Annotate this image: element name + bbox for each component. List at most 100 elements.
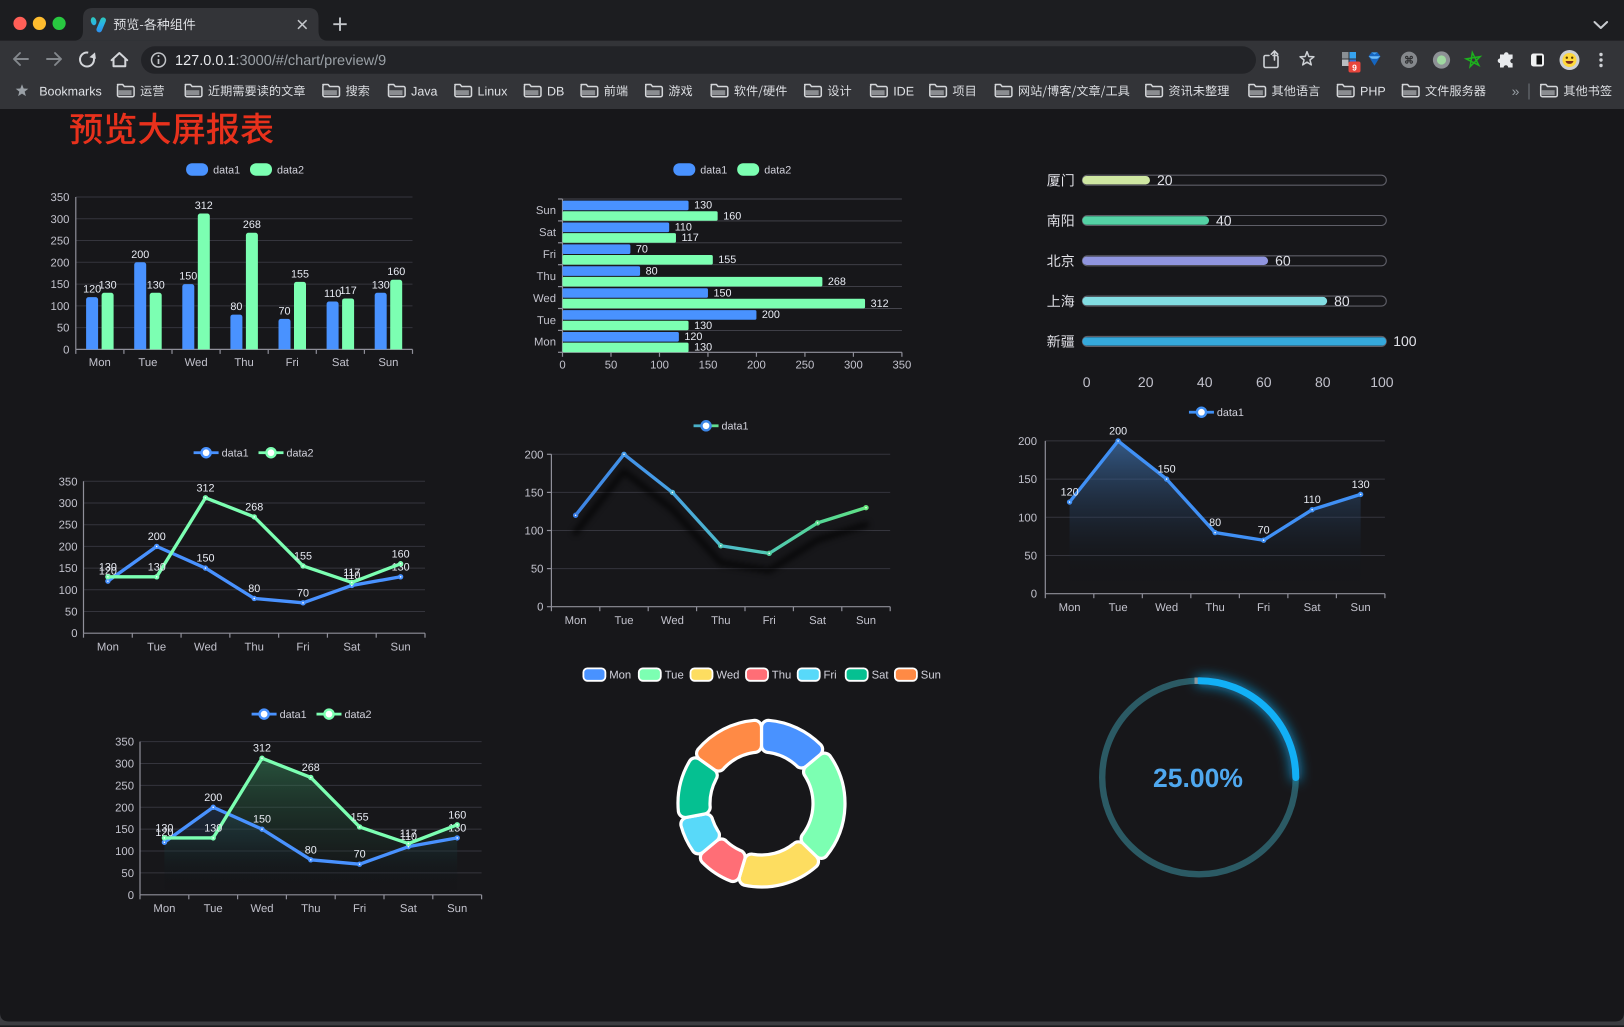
svg-text:130: 130 bbox=[694, 342, 712, 354]
svg-text:120: 120 bbox=[99, 566, 117, 578]
svg-text:Tue: Tue bbox=[665, 670, 684, 682]
svg-text:20: 20 bbox=[1157, 172, 1173, 188]
svg-text:155: 155 bbox=[351, 812, 369, 824]
svg-text:Sat: Sat bbox=[343, 642, 361, 654]
svg-text:Sat: Sat bbox=[872, 670, 890, 682]
svg-text:Mon: Mon bbox=[609, 670, 631, 682]
svg-text:200: 200 bbox=[1109, 425, 1127, 437]
svg-text:80: 80 bbox=[248, 583, 260, 595]
svg-text:150: 150 bbox=[179, 271, 197, 283]
svg-text:350: 350 bbox=[59, 476, 78, 488]
svg-text:312: 312 bbox=[871, 298, 889, 310]
svg-text:Thu: Thu bbox=[234, 357, 253, 369]
svg-text:117: 117 bbox=[682, 232, 699, 244]
svg-text:312: 312 bbox=[195, 200, 213, 212]
svg-text:70: 70 bbox=[636, 244, 648, 256]
svg-text:350: 350 bbox=[51, 192, 70, 204]
svg-text:0: 0 bbox=[63, 344, 69, 356]
svg-text:Fri: Fri bbox=[543, 249, 556, 261]
svg-text:data1: data1 bbox=[700, 164, 727, 176]
svg-text:150: 150 bbox=[1158, 464, 1176, 476]
svg-text:150: 150 bbox=[115, 824, 134, 836]
svg-text:100: 100 bbox=[51, 301, 70, 313]
svg-text:117: 117 bbox=[400, 828, 417, 840]
svg-text:Mon: Mon bbox=[89, 357, 111, 369]
svg-text:Wed: Wed bbox=[185, 357, 208, 369]
svg-text:Sat: Sat bbox=[400, 903, 418, 915]
svg-text:120: 120 bbox=[155, 827, 173, 839]
svg-text:268: 268 bbox=[828, 276, 846, 288]
svg-text:40: 40 bbox=[1216, 212, 1232, 228]
svg-text:Fri: Fri bbox=[1257, 602, 1270, 614]
svg-text:110: 110 bbox=[1303, 494, 1320, 506]
svg-text:data1: data1 bbox=[280, 709, 307, 721]
svg-text:70: 70 bbox=[297, 587, 309, 599]
svg-text:200: 200 bbox=[204, 792, 222, 804]
svg-text:150: 150 bbox=[714, 287, 732, 299]
svg-text:80: 80 bbox=[1315, 374, 1331, 390]
svg-text:Thu: Thu bbox=[301, 903, 320, 915]
svg-text:0: 0 bbox=[128, 890, 134, 902]
svg-text:⌘: ⌘ bbox=[1404, 55, 1414, 66]
svg-text:200: 200 bbox=[59, 541, 78, 553]
svg-text:100: 100 bbox=[1393, 333, 1417, 349]
svg-text:300: 300 bbox=[844, 359, 863, 371]
svg-text:80: 80 bbox=[1334, 293, 1350, 309]
svg-text:data2: data2 bbox=[345, 709, 372, 721]
svg-text:200: 200 bbox=[747, 359, 766, 371]
svg-text:20: 20 bbox=[1138, 374, 1154, 390]
svg-text:312: 312 bbox=[196, 482, 214, 494]
svg-text:200: 200 bbox=[1018, 436, 1037, 448]
svg-text:160: 160 bbox=[392, 548, 410, 560]
svg-text:Tue: Tue bbox=[147, 642, 166, 654]
svg-text:Mon: Mon bbox=[97, 642, 119, 654]
svg-text:Wed: Wed bbox=[716, 670, 739, 682]
svg-text:127.0.0.1:3000/#/chart/preview: 127.0.0.1:3000/#/chart/preview/9 bbox=[175, 53, 386, 69]
svg-text:160: 160 bbox=[723, 210, 741, 222]
svg-text:160: 160 bbox=[387, 266, 405, 278]
svg-text:9: 9 bbox=[1352, 63, 1357, 73]
svg-text:»: » bbox=[1512, 83, 1520, 99]
svg-text:80: 80 bbox=[230, 301, 242, 313]
svg-text:0: 0 bbox=[71, 628, 77, 640]
svg-text:Sat: Sat bbox=[539, 227, 557, 239]
svg-text:70: 70 bbox=[354, 849, 366, 861]
svg-text:Sun: Sun bbox=[447, 903, 467, 915]
svg-text:200: 200 bbox=[131, 249, 149, 261]
svg-text:70: 70 bbox=[1258, 525, 1270, 537]
svg-text:150: 150 bbox=[699, 359, 718, 371]
svg-text:100: 100 bbox=[1370, 374, 1394, 390]
svg-text:60: 60 bbox=[1275, 253, 1291, 269]
svg-text:350: 350 bbox=[892, 359, 911, 371]
svg-text:130: 130 bbox=[99, 279, 117, 291]
svg-text:100: 100 bbox=[1018, 512, 1037, 524]
svg-text:110: 110 bbox=[324, 288, 341, 300]
svg-text:0: 0 bbox=[1031, 589, 1037, 601]
svg-text:117: 117 bbox=[343, 567, 360, 579]
svg-text:300: 300 bbox=[59, 498, 78, 510]
svg-text:Tue: Tue bbox=[138, 357, 157, 369]
svg-text:data1: data1 bbox=[722, 421, 749, 433]
svg-text:Fri: Fri bbox=[286, 357, 299, 369]
svg-text:50: 50 bbox=[605, 359, 618, 371]
svg-text:40: 40 bbox=[1197, 374, 1213, 390]
svg-text:120: 120 bbox=[1061, 487, 1079, 499]
svg-text:117: 117 bbox=[339, 285, 356, 297]
svg-text:IDE: IDE bbox=[893, 84, 914, 98]
svg-text:50: 50 bbox=[121, 868, 134, 880]
svg-text:Wed: Wed bbox=[661, 615, 684, 627]
svg-text:Mon: Mon bbox=[534, 337, 556, 349]
svg-text:Thu: Thu bbox=[244, 642, 263, 654]
svg-text:350: 350 bbox=[115, 737, 134, 749]
svg-text:Fri: Fri bbox=[763, 615, 776, 627]
svg-text:data1: data1 bbox=[213, 164, 240, 176]
svg-text:Java: Java bbox=[411, 84, 437, 98]
svg-text:Sun: Sun bbox=[536, 205, 556, 217]
svg-text:50: 50 bbox=[65, 607, 78, 619]
svg-text:Sun: Sun bbox=[1351, 602, 1371, 614]
svg-text:155: 155 bbox=[291, 268, 309, 280]
svg-text:Sun: Sun bbox=[856, 615, 876, 627]
svg-text:130: 130 bbox=[155, 822, 173, 834]
svg-text:data1: data1 bbox=[222, 448, 249, 460]
svg-text:130: 130 bbox=[204, 822, 222, 834]
